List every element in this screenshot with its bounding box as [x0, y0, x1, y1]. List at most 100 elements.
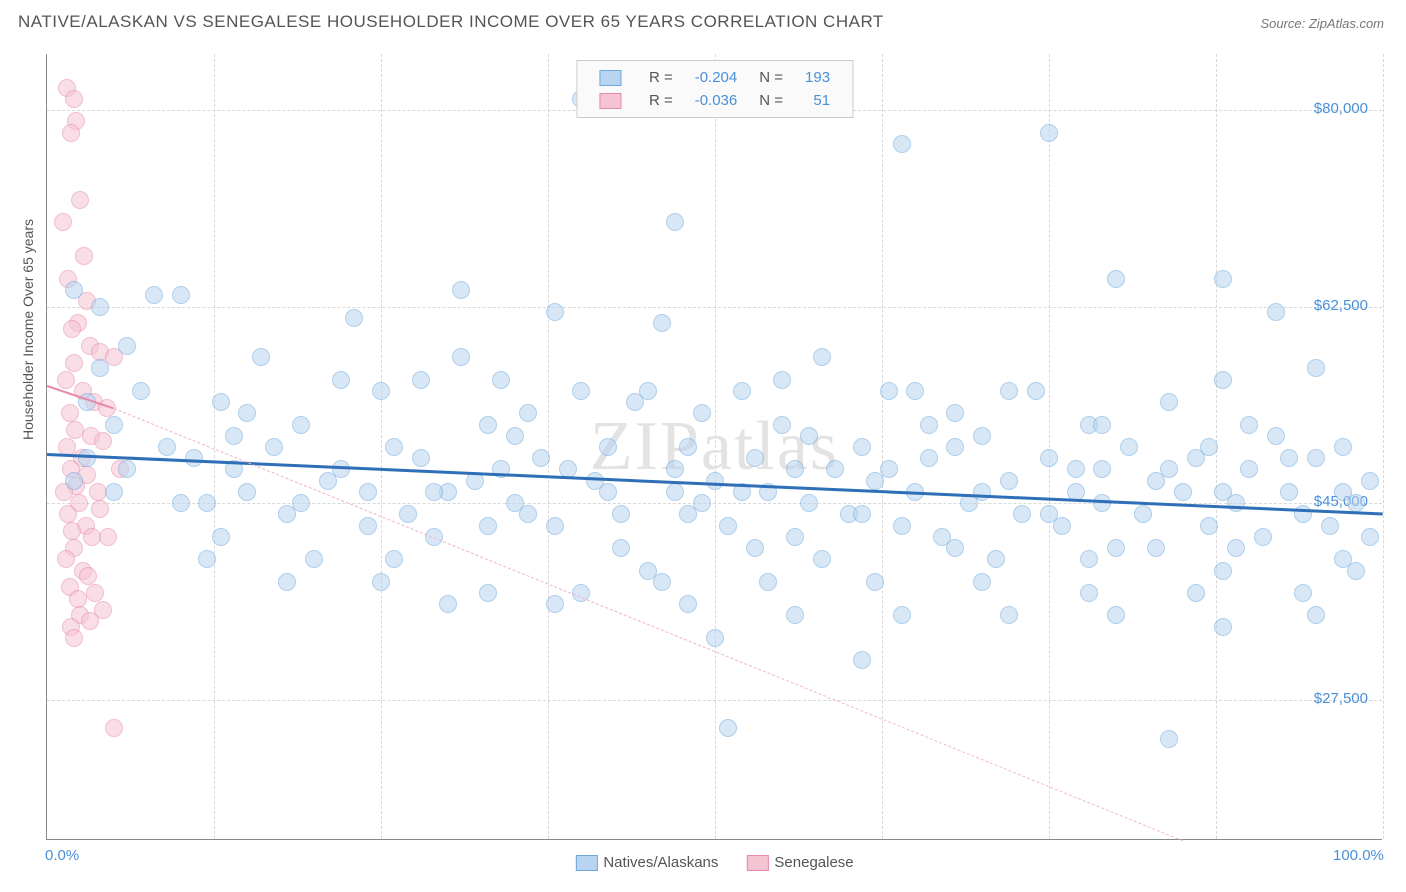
legend-item: Senegalese — [746, 854, 853, 871]
scatter-point — [946, 539, 964, 557]
scatter-point — [185, 449, 203, 467]
scatter-point — [439, 595, 457, 613]
scatter-point — [1093, 460, 1111, 478]
plot-area: ZIPatlas $27,500$45,000$62,500$80,0000.0… — [46, 54, 1382, 840]
scatter-point — [452, 348, 470, 366]
grid-line-v — [548, 54, 549, 839]
trend-line — [114, 408, 1183, 841]
scatter-point — [1200, 517, 1218, 535]
scatter-point — [479, 584, 497, 602]
scatter-point — [866, 573, 884, 591]
scatter-point — [1347, 562, 1365, 580]
scatter-point — [1134, 505, 1152, 523]
y-tick-label: $80,000 — [1314, 100, 1368, 117]
scatter-point — [118, 337, 136, 355]
scatter-point — [880, 382, 898, 400]
scatter-point — [733, 382, 751, 400]
scatter-point — [746, 539, 764, 557]
scatter-point — [786, 460, 804, 478]
scatter-point — [706, 629, 724, 647]
scatter-point — [1000, 606, 1018, 624]
scatter-point — [1214, 618, 1232, 636]
scatter-point — [599, 483, 617, 501]
scatter-point — [65, 354, 83, 372]
scatter-point — [1080, 550, 1098, 568]
scatter-point — [1307, 359, 1325, 377]
scatter-point — [71, 191, 89, 209]
legend-swatch — [599, 70, 621, 86]
scatter-point — [59, 505, 77, 523]
legend-item: Natives/Alaskans — [575, 854, 718, 871]
x-tick-label: 0.0% — [45, 847, 79, 864]
scatter-point — [1107, 270, 1125, 288]
scatter-point — [746, 449, 764, 467]
scatter-point — [893, 135, 911, 153]
scatter-point — [653, 573, 671, 591]
scatter-point — [63, 320, 81, 338]
x-tick-label: 100.0% — [1333, 847, 1384, 864]
scatter-point — [1067, 460, 1085, 478]
legend-n-value: 51 — [795, 90, 840, 111]
legend-r-label: R = — [639, 67, 683, 88]
scatter-point — [1227, 539, 1245, 557]
scatter-point — [1000, 382, 1018, 400]
grid-line-v — [381, 54, 382, 839]
scatter-point — [973, 427, 991, 445]
scatter-point — [91, 298, 109, 316]
scatter-point — [65, 472, 83, 490]
scatter-point — [1120, 438, 1138, 456]
scatter-point — [265, 438, 283, 456]
scatter-point — [94, 601, 112, 619]
scatter-point — [412, 371, 430, 389]
scatter-point — [666, 213, 684, 231]
scatter-point — [920, 449, 938, 467]
scatter-point — [1307, 606, 1325, 624]
scatter-point — [1174, 483, 1192, 501]
scatter-point — [172, 494, 190, 512]
scatter-point — [1160, 460, 1178, 478]
scatter-point — [1321, 517, 1339, 535]
scatter-point — [105, 719, 123, 737]
grid-line-v — [715, 54, 716, 839]
legend-n-value: 193 — [795, 67, 840, 88]
scatter-point — [599, 438, 617, 456]
scatter-point — [332, 371, 350, 389]
scatter-point — [1214, 270, 1232, 288]
scatter-point — [666, 483, 684, 501]
scatter-point — [238, 404, 256, 422]
scatter-point — [385, 550, 403, 568]
scatter-point — [225, 427, 243, 445]
scatter-point — [212, 528, 230, 546]
scatter-point — [1267, 427, 1285, 445]
scatter-point — [719, 719, 737, 737]
legend-n-label: N = — [749, 67, 793, 88]
scatter-point — [1080, 584, 1098, 602]
scatter-point — [412, 449, 430, 467]
scatter-point — [69, 590, 87, 608]
scatter-point — [973, 483, 991, 501]
scatter-point — [372, 382, 390, 400]
legend-swatch — [746, 855, 768, 871]
scatter-point — [1027, 382, 1045, 400]
scatter-point — [546, 303, 564, 321]
scatter-point — [212, 393, 230, 411]
scatter-point — [1361, 528, 1379, 546]
scatter-point — [359, 483, 377, 501]
scatter-point — [853, 505, 871, 523]
legend-r-value: -0.036 — [685, 90, 748, 111]
grid-line-v — [1049, 54, 1050, 839]
scatter-point — [425, 483, 443, 501]
scatter-point — [906, 382, 924, 400]
scatter-point — [639, 382, 657, 400]
scatter-point — [1200, 438, 1218, 456]
source-label: Source: ZipAtlas.com — [1260, 16, 1384, 31]
chart-title: NATIVE/ALASKAN VS SENEGALESE HOUSEHOLDER… — [18, 12, 884, 32]
scatter-point — [1267, 303, 1285, 321]
scatter-point — [546, 517, 564, 535]
scatter-point — [1334, 438, 1352, 456]
scatter-point — [292, 494, 310, 512]
scatter-point — [75, 247, 93, 265]
scatter-point — [158, 438, 176, 456]
scatter-point — [679, 595, 697, 613]
scatter-point — [86, 584, 104, 602]
